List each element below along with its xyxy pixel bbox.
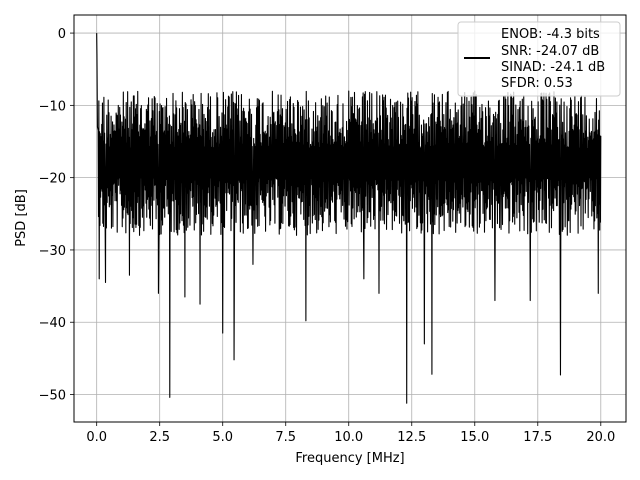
legend-entry-snr: SNR: -24.07 dB	[501, 44, 599, 59]
y-tick-label: −50	[39, 389, 66, 404]
y-tick-label: −40	[39, 316, 66, 331]
legend-entry-sinad: SINAD: -24.1 dB	[501, 60, 605, 75]
y-tick-label: −10	[39, 99, 66, 114]
x-tick-label: 7.5	[275, 430, 296, 445]
x-tick-label: 17.5	[523, 430, 552, 445]
y-axis-ticks: 0 −10 −20 −30 −40 −50	[39, 27, 74, 404]
x-tick-label: 12.5	[397, 430, 426, 445]
legend: ENOB: -4.3 bits SNR: -24.07 dB SINAD: -2…	[457, 21, 621, 97]
x-tick-label: 0.0	[86, 430, 107, 445]
plot-frame	[73, 14, 627, 423]
x-tick-label: 10.0	[334, 430, 363, 445]
x-tick-label: 15.0	[460, 430, 489, 445]
x-tick-label: 5.0	[212, 430, 233, 445]
legend-box	[457, 21, 621, 97]
legend-entry-sfdr: SFDR: 0.53	[501, 76, 573, 91]
y-axis-label: PSD [dB]	[14, 189, 29, 247]
psd-trace	[96, 33, 602, 404]
x-axis-label: Frequency [MHz]	[295, 451, 404, 466]
y-tick-label: −20	[39, 172, 66, 187]
x-tick-label: 20.0	[586, 430, 615, 445]
x-tick-label: 2.5	[149, 430, 170, 445]
psd-line	[96, 33, 602, 404]
x-axis-ticks: 0.0 2.5 5.0 7.5 10.0 12.5 15.0 17.5 20.0	[86, 422, 615, 445]
y-tick-label: 0	[58, 27, 66, 42]
y-tick-label: −30	[39, 244, 66, 259]
legend-entry-enob: ENOB: -4.3 bits	[501, 27, 600, 42]
